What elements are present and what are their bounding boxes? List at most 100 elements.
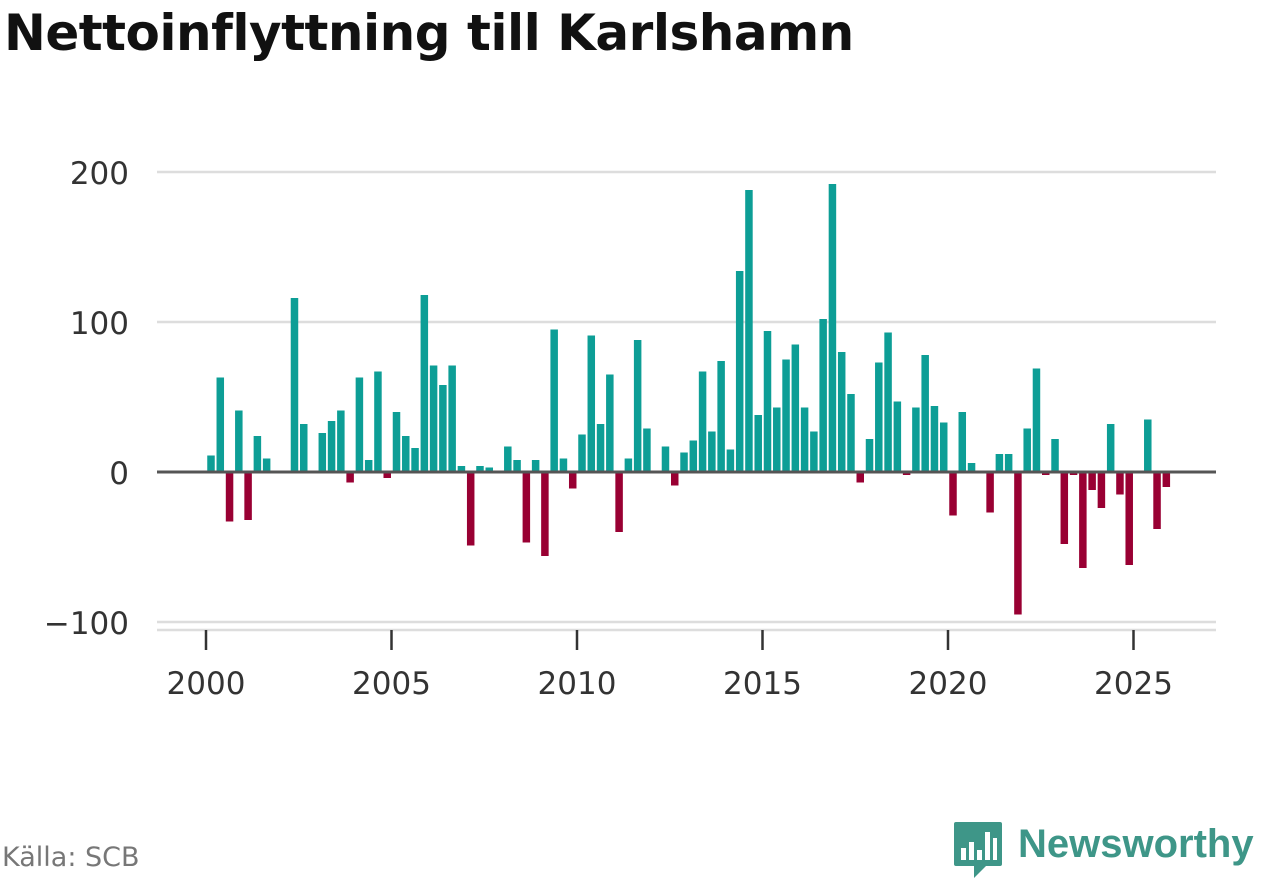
bar: [216, 377, 225, 472]
bar: [986, 472, 994, 513]
bar: [559, 458, 568, 472]
bar: [411, 448, 419, 472]
bar: [466, 472, 475, 546]
bar: [606, 374, 614, 472]
bar: [930, 406, 939, 472]
bar: [364, 460, 373, 472]
bar: [318, 433, 327, 472]
x-tick-label: 2015: [723, 666, 802, 702]
bar: [402, 436, 410, 472]
bar: [735, 271, 744, 472]
bar: [420, 295, 429, 472]
bar: [541, 472, 549, 556]
x-tick-label: 2000: [167, 666, 246, 702]
bar: [624, 458, 633, 472]
bar: [1097, 472, 1106, 508]
bar: [782, 359, 790, 472]
bar: [791, 344, 800, 472]
bar: [1032, 368, 1041, 472]
bar: [810, 431, 818, 472]
bar: [207, 455, 215, 472]
bar: [513, 460, 521, 472]
newsworthy-logo[interactable]: Newsworthy: [952, 820, 1258, 878]
bar: [708, 431, 716, 472]
bar: [921, 355, 929, 472]
bar: [1023, 428, 1031, 472]
bar: [633, 340, 642, 472]
bar: [689, 440, 698, 472]
bar: [1051, 439, 1059, 472]
bar: [346, 472, 354, 483]
bar: [476, 466, 484, 472]
bar: [1004, 454, 1013, 472]
bar: [596, 424, 605, 472]
bar: [337, 410, 345, 472]
bar: [290, 298, 299, 472]
bar: [1162, 472, 1171, 487]
bar: [661, 446, 670, 472]
bar: [1144, 419, 1152, 472]
bar: [773, 407, 781, 472]
bar: [837, 352, 846, 472]
bar: [1106, 424, 1115, 472]
x-axis: 2000 2005 2010 2015 2020 2025: [157, 628, 1216, 702]
bar: [300, 424, 308, 472]
bar: [1116, 472, 1124, 495]
bar: [884, 332, 892, 472]
y-axis-tick-labels: −100 0 100 200: [44, 156, 129, 642]
bar: [912, 407, 920, 472]
bar: [875, 362, 883, 472]
bar: [550, 329, 558, 472]
bar: [847, 394, 855, 472]
bar: [448, 365, 456, 472]
bar: [893, 401, 902, 472]
bar: [374, 371, 382, 472]
bar: [726, 449, 735, 472]
bar: [522, 472, 531, 543]
bar: [244, 472, 252, 520]
y-tick-label: 0: [109, 456, 129, 492]
bar: [958, 412, 967, 472]
bar: [429, 365, 438, 472]
bar: [383, 472, 391, 478]
bar: [698, 371, 707, 472]
bar: [671, 472, 679, 486]
bar: [1060, 472, 1069, 544]
logo-wordmark: Newsworthy: [1018, 822, 1254, 866]
bar: [1014, 472, 1022, 615]
bar: [587, 335, 596, 472]
bar: [939, 422, 948, 472]
bar: [504, 446, 512, 472]
bar: [643, 428, 651, 472]
bar: [717, 361, 725, 472]
x-tick-label: 2010: [538, 666, 617, 702]
bar: [253, 436, 262, 472]
bar: [262, 458, 271, 472]
bar: [615, 472, 623, 532]
bar: [828, 184, 837, 472]
bar: [1125, 472, 1133, 565]
bar: [568, 472, 577, 489]
x-tick-label: 2020: [909, 666, 988, 702]
bar: [800, 407, 809, 472]
bar: [995, 454, 1004, 472]
bar: [457, 466, 466, 472]
chart-title: Nettoinflyttning till Karlshamn: [4, 4, 854, 62]
bar: [763, 331, 772, 472]
bar: [1088, 472, 1096, 490]
bar: [865, 439, 874, 472]
bar: [745, 190, 753, 472]
bar: [967, 463, 976, 472]
source-note: Källa: SCB: [2, 842, 140, 873]
bars: [207, 184, 1171, 615]
bar: [225, 472, 234, 522]
x-tick-label: 2025: [1094, 666, 1173, 702]
bar: [1153, 472, 1161, 529]
bar: [355, 377, 364, 472]
bar: [680, 452, 688, 472]
bar: [1079, 472, 1087, 568]
bar-chart-speech-bubble-icon: [954, 822, 1002, 878]
bar: [819, 319, 827, 472]
x-tick-label: 2005: [352, 666, 431, 702]
bar: [327, 421, 336, 472]
